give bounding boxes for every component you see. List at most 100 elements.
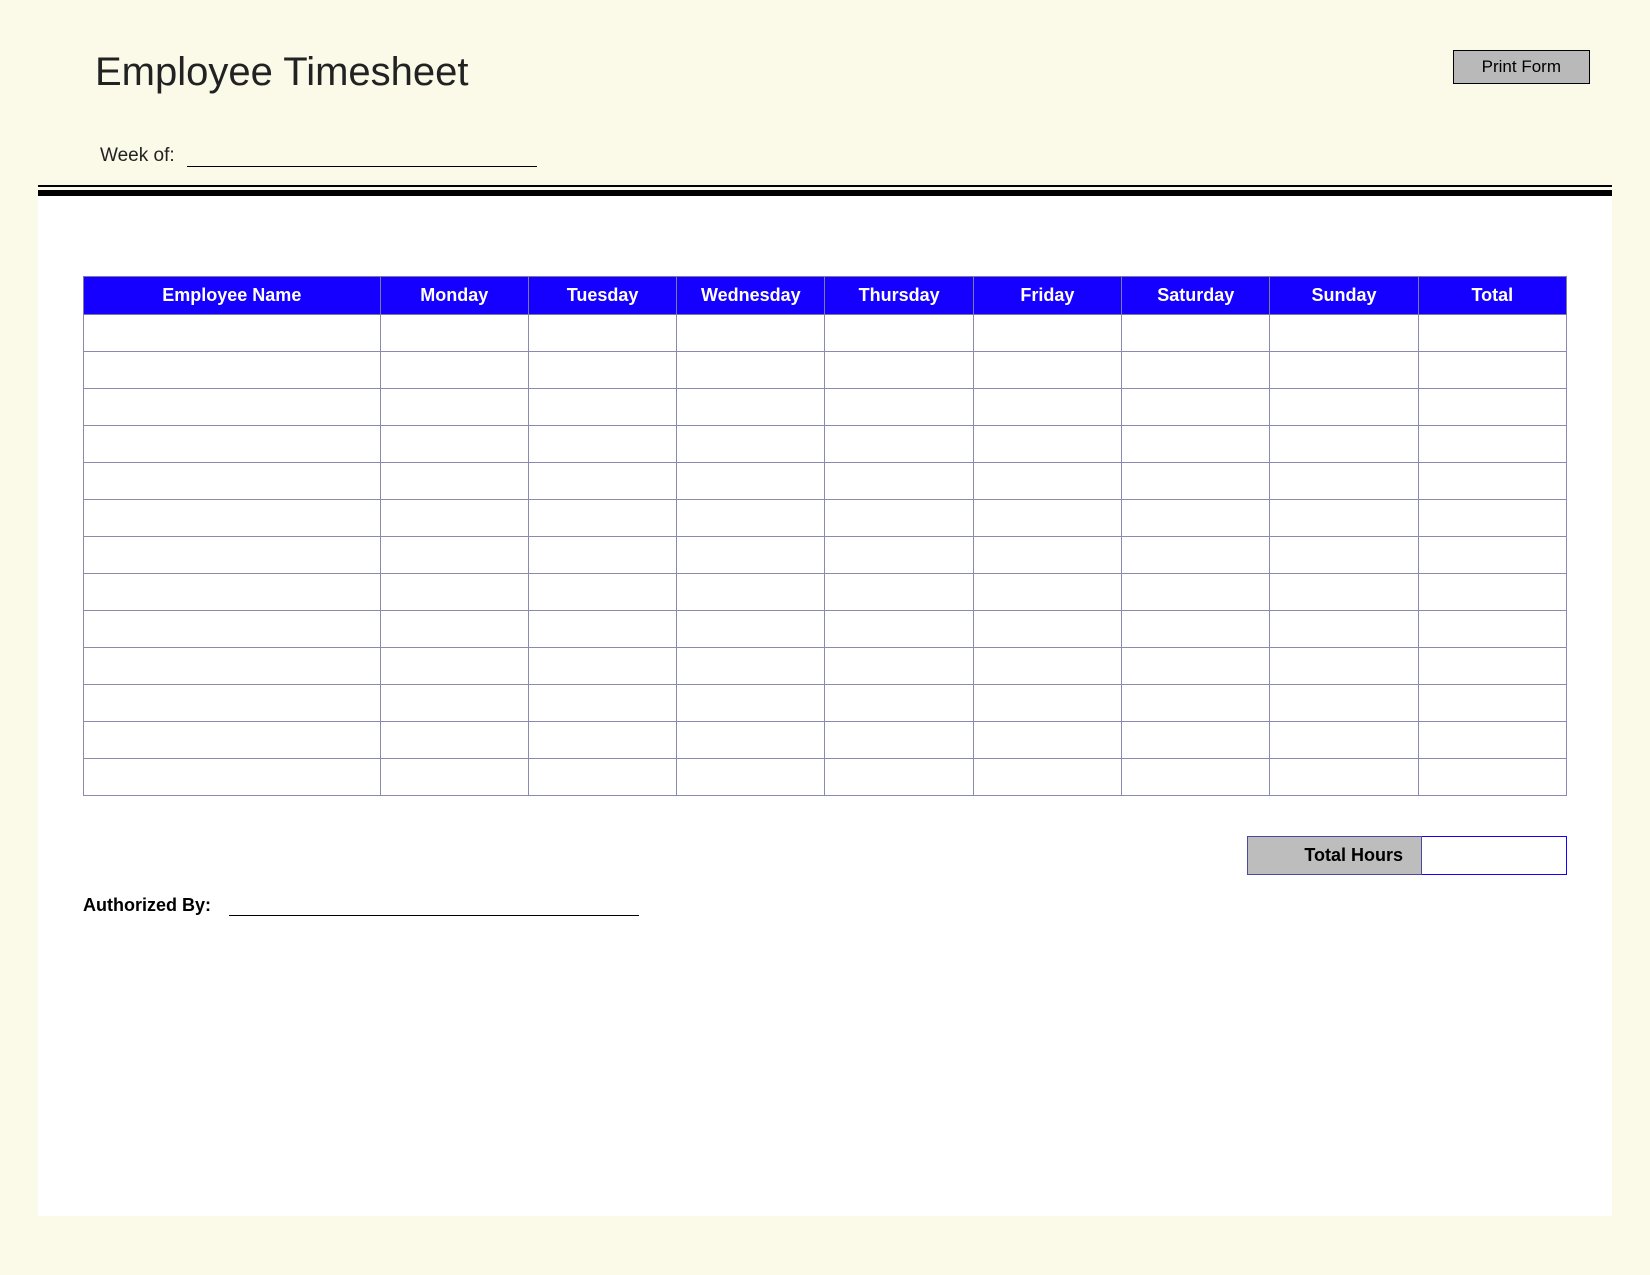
cell-input[interactable] [381, 463, 528, 499]
print-form-button[interactable]: Print Form [1453, 50, 1590, 84]
cell-input[interactable] [529, 426, 676, 462]
cell-input[interactable] [1419, 315, 1566, 351]
cell-input[interactable] [825, 611, 972, 647]
cell-input[interactable] [84, 389, 380, 425]
cell-input[interactable] [677, 500, 824, 536]
cell-input[interactable] [84, 426, 380, 462]
cell-input[interactable] [1270, 463, 1417, 499]
cell-input[interactable] [1122, 352, 1269, 388]
cell-input[interactable] [1270, 648, 1417, 684]
cell-input[interactable] [677, 759, 824, 795]
cell-input[interactable] [974, 389, 1121, 425]
cell-input[interactable] [84, 685, 380, 721]
cell-input[interactable] [677, 463, 824, 499]
cell-input[interactable] [677, 611, 824, 647]
cell-input[interactable] [1419, 352, 1566, 388]
cell-input[interactable] [529, 389, 676, 425]
cell-input[interactable] [529, 500, 676, 536]
cell-input[interactable] [825, 574, 972, 610]
cell-input[interactable] [84, 315, 380, 351]
cell-input[interactable] [529, 722, 676, 758]
cell-input[interactable] [84, 759, 380, 795]
cell-input[interactable] [677, 574, 824, 610]
cell-input[interactable] [1419, 611, 1566, 647]
cell-input[interactable] [381, 352, 528, 388]
authorized-by-input[interactable] [229, 893, 639, 916]
cell-input[interactable] [974, 648, 1121, 684]
cell-input[interactable] [1270, 426, 1417, 462]
cell-input[interactable] [1122, 537, 1269, 573]
cell-input[interactable] [974, 537, 1121, 573]
cell-input[interactable] [677, 685, 824, 721]
cell-input[interactable] [974, 685, 1121, 721]
cell-input[interactable] [84, 500, 380, 536]
cell-input[interactable] [1270, 500, 1417, 536]
cell-input[interactable] [974, 500, 1121, 536]
cell-input[interactable] [974, 759, 1121, 795]
cell-input[interactable] [1419, 537, 1566, 573]
cell-input[interactable] [1270, 574, 1417, 610]
cell-input[interactable] [974, 722, 1121, 758]
cell-input[interactable] [381, 648, 528, 684]
cell-input[interactable] [1122, 426, 1269, 462]
cell-input[interactable] [825, 722, 972, 758]
cell-input[interactable] [84, 352, 380, 388]
cell-input[interactable] [84, 722, 380, 758]
cell-input[interactable] [677, 352, 824, 388]
cell-input[interactable] [825, 685, 972, 721]
cell-input[interactable] [381, 389, 528, 425]
cell-input[interactable] [381, 500, 528, 536]
cell-input[interactable] [84, 574, 380, 610]
cell-input[interactable] [84, 611, 380, 647]
cell-input[interactable] [1419, 389, 1566, 425]
cell-input[interactable] [1122, 574, 1269, 610]
cell-input[interactable] [381, 722, 528, 758]
cell-input[interactable] [1122, 722, 1269, 758]
cell-input[interactable] [1270, 611, 1417, 647]
cell-input[interactable] [1122, 389, 1269, 425]
cell-input[interactable] [825, 352, 972, 388]
cell-input[interactable] [825, 315, 972, 351]
cell-input[interactable] [1419, 500, 1566, 536]
cell-input[interactable] [1419, 759, 1566, 795]
cell-input[interactable] [825, 648, 972, 684]
cell-input[interactable] [381, 759, 528, 795]
cell-input[interactable] [529, 315, 676, 351]
cell-input[interactable] [974, 352, 1121, 388]
cell-input[interactable] [1270, 685, 1417, 721]
cell-input[interactable] [381, 685, 528, 721]
cell-input[interactable] [974, 426, 1121, 462]
cell-input[interactable] [529, 685, 676, 721]
cell-input[interactable] [1419, 574, 1566, 610]
cell-input[interactable] [677, 648, 824, 684]
cell-input[interactable] [529, 352, 676, 388]
cell-input[interactable] [381, 574, 528, 610]
cell-input[interactable] [381, 315, 528, 351]
cell-input[interactable] [1419, 722, 1566, 758]
cell-input[interactable] [825, 389, 972, 425]
cell-input[interactable] [84, 537, 380, 573]
cell-input[interactable] [529, 648, 676, 684]
cell-input[interactable] [1270, 389, 1417, 425]
cell-input[interactable] [825, 537, 972, 573]
cell-input[interactable] [1122, 685, 1269, 721]
cell-input[interactable] [1270, 537, 1417, 573]
cell-input[interactable] [825, 463, 972, 499]
cell-input[interactable] [1122, 463, 1269, 499]
cell-input[interactable] [1419, 463, 1566, 499]
cell-input[interactable] [1270, 722, 1417, 758]
cell-input[interactable] [529, 463, 676, 499]
cell-input[interactable] [825, 426, 972, 462]
cell-input[interactable] [381, 426, 528, 462]
cell-input[interactable] [529, 574, 676, 610]
cell-input[interactable] [529, 537, 676, 573]
cell-input[interactable] [1122, 500, 1269, 536]
cell-input[interactable] [825, 759, 972, 795]
cell-input[interactable] [974, 574, 1121, 610]
cell-input[interactable] [84, 463, 380, 499]
cell-input[interactable] [1270, 315, 1417, 351]
cell-input[interactable] [677, 537, 824, 573]
cell-input[interactable] [1419, 426, 1566, 462]
cell-input[interactable] [677, 389, 824, 425]
total-hours-input[interactable] [1422, 836, 1567, 875]
